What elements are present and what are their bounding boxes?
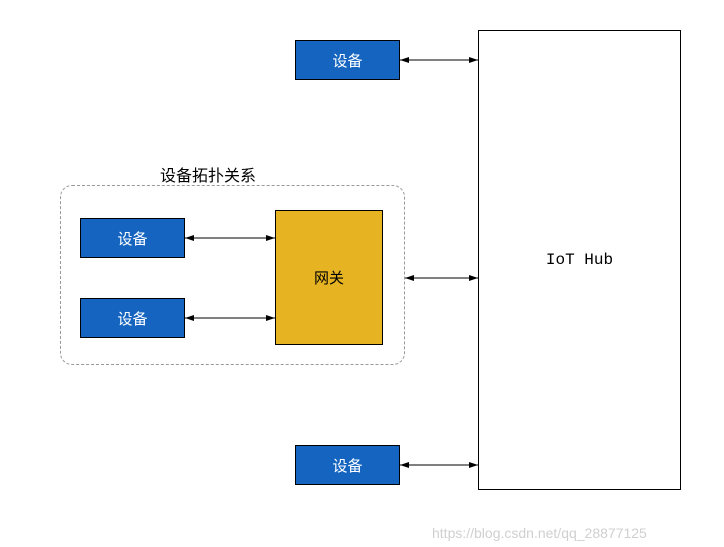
watermark-text: https://blog.csdn.net/qq_28877125: [432, 525, 647, 541]
edges-group: [185, 60, 478, 465]
connectors-layer: [0, 0, 724, 547]
